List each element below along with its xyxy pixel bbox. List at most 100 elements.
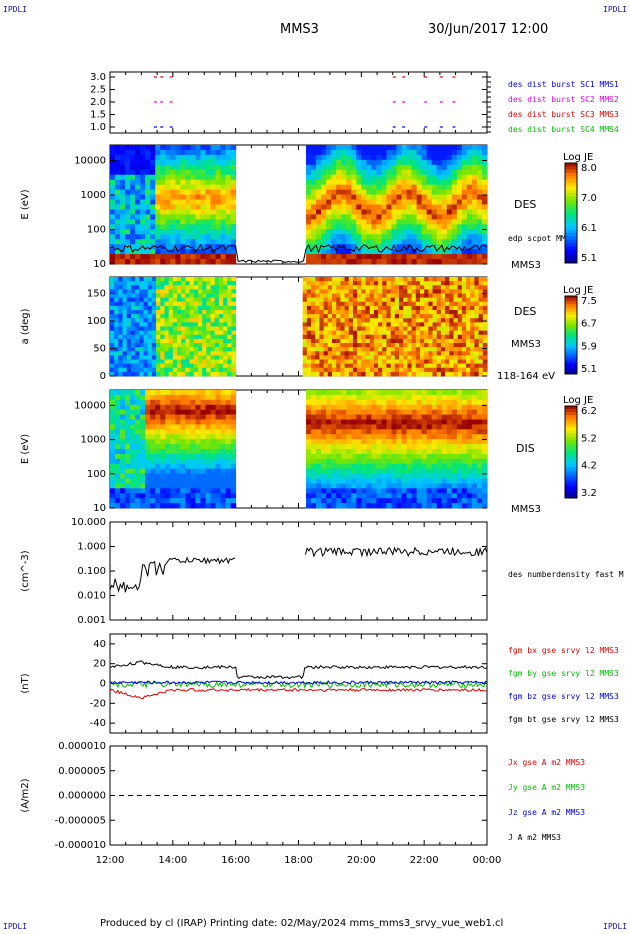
spectrogram-cell <box>140 483 146 489</box>
spectrogram-cell <box>311 338 316 344</box>
spectrogram-cell <box>193 355 199 360</box>
spectrogram-cell <box>421 483 428 489</box>
spectrogram-cell <box>336 367 341 373</box>
spectrogram-cell <box>195 498 201 504</box>
spectrogram-cell <box>139 293 144 299</box>
spectrogram-cell <box>431 214 438 220</box>
spectrogram-cell <box>378 334 383 340</box>
spectrogram-cell <box>381 219 387 225</box>
spectrogram-cell <box>365 355 371 360</box>
spectrogram-cell <box>357 322 362 327</box>
spectrogram-cell <box>366 149 372 156</box>
spectrogram-cell <box>446 439 453 445</box>
spectrogram-cell <box>386 409 392 415</box>
spectrogram-cell <box>419 285 425 290</box>
spectrogram-cell <box>476 229 483 235</box>
spectrogram-cell <box>185 305 190 311</box>
spectrogram-cell <box>366 473 372 479</box>
spectrogram-cell <box>482 310 488 315</box>
spectrogram-cell <box>327 281 333 286</box>
spectrogram-cell <box>160 478 166 484</box>
spectrogram-cell <box>478 305 484 311</box>
spectrogram-cell <box>406 224 412 230</box>
spectrogram-cell <box>332 322 337 327</box>
spectrogram-cell <box>164 310 170 315</box>
spectrogram-cell <box>185 503 191 509</box>
spectrogram-cell <box>122 338 128 344</box>
spectrogram-cell <box>470 347 475 352</box>
spectrogram-cell <box>341 473 347 479</box>
spectrogram-cell <box>378 289 383 294</box>
spectrogram-cell <box>386 145 392 151</box>
spectrogram-cell <box>436 434 443 440</box>
spectrogram-cell <box>369 371 375 377</box>
spectrogram-cell <box>373 322 379 327</box>
spectrogram-cell <box>170 259 176 265</box>
spectrogram-cell <box>416 209 423 215</box>
spectrogram-cell <box>151 322 157 327</box>
spectrogram-cell <box>155 249 161 255</box>
spectrogram-cell <box>466 174 473 181</box>
spectrogram-cell <box>386 334 392 340</box>
spectrogram-cell <box>230 424 237 430</box>
spectrogram-cell <box>139 277 144 282</box>
spectrogram-cell <box>449 330 454 336</box>
spectrogram-cell <box>406 473 412 479</box>
spectrogram-cell <box>406 503 412 509</box>
spectrogram-cell <box>351 483 357 489</box>
spectrogram-cell <box>457 277 463 282</box>
spectrogram-cell <box>341 239 347 245</box>
spectrogram-cell <box>205 189 211 195</box>
spectrogram-cell <box>155 458 161 465</box>
spectrogram-cell <box>391 399 397 406</box>
spectrogram-cell <box>181 277 186 282</box>
spectrogram-cell <box>344 281 350 286</box>
spectrogram-cell <box>348 355 354 360</box>
spectrogram-cell <box>205 498 211 504</box>
spectrogram-cell <box>457 371 463 377</box>
spectrogram-cell <box>164 301 170 307</box>
spectrogram-cell <box>321 394 327 401</box>
spectrogram-cell <box>218 318 224 323</box>
spectrogram-cell <box>346 169 352 176</box>
spectrogram-cell <box>456 414 463 420</box>
spectrogram-cell <box>419 338 425 344</box>
spectrogram-cell <box>394 338 400 344</box>
spectrogram-cell <box>197 285 203 290</box>
spectrogram-cell <box>457 318 463 323</box>
spectrogram-cell <box>376 419 382 425</box>
spectrogram-cell <box>348 367 354 373</box>
spectrogram-cell <box>321 399 327 406</box>
spectrogram-cell <box>424 318 429 323</box>
spectrogram-cell <box>421 199 428 205</box>
spectrogram-cell <box>306 498 312 504</box>
spectrogram-cell <box>205 145 211 151</box>
spectrogram-cell <box>315 338 320 344</box>
spectrogram-cell <box>416 179 423 186</box>
spectrogram-cell <box>215 463 221 470</box>
spectrogram-cell <box>145 164 151 171</box>
spectrogram-cell <box>200 164 206 171</box>
spectrogram-cell <box>381 434 387 440</box>
spectrogram-cell <box>361 297 366 303</box>
spectrogram-cell <box>369 359 375 365</box>
spectrogram-cell <box>323 322 329 327</box>
spectrogram-cell <box>311 285 316 290</box>
spectrogram-cell <box>446 394 453 401</box>
spectrogram-cell <box>386 234 392 240</box>
spectrogram-cell <box>471 169 478 176</box>
spectrogram-cell <box>466 322 471 327</box>
spectrogram-cell <box>114 293 119 299</box>
spectrogram-cell <box>466 347 471 352</box>
spectrogram-cell <box>135 164 141 171</box>
spectrogram-cell <box>125 439 131 445</box>
spectrogram-cell <box>456 473 463 479</box>
spectrogram-cell <box>431 483 438 489</box>
spectrogram-cell <box>391 259 397 265</box>
spectrogram-cell <box>220 473 227 479</box>
spectrogram-cell <box>220 463 227 470</box>
spectrogram-cell <box>356 399 362 406</box>
spectrogram-cell <box>421 249 428 255</box>
spectrogram-cell <box>431 404 438 411</box>
spectrogram-cell <box>411 453 418 460</box>
